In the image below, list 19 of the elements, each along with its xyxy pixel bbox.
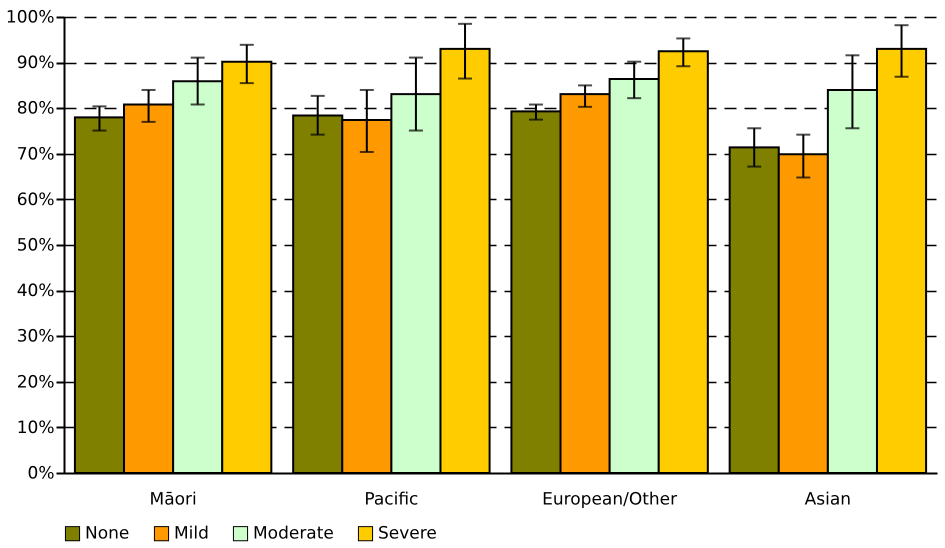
y-tick-label: 0% bbox=[28, 464, 54, 484]
y-tick-label: 70% bbox=[16, 144, 54, 164]
legend-label: Severe bbox=[378, 524, 437, 544]
y-tick-label: 50% bbox=[16, 236, 54, 256]
legend-label: None bbox=[85, 524, 130, 544]
y-tick-label: 90% bbox=[16, 53, 54, 74]
legend-label: Mild bbox=[174, 524, 209, 544]
y-tick-label: 30% bbox=[16, 326, 54, 347]
x-tick-label: European/Other bbox=[542, 490, 678, 510]
y-tick-label: 100% bbox=[6, 8, 54, 28]
legend-label: Moderate bbox=[253, 524, 334, 544]
y-tick-label: 10% bbox=[16, 418, 54, 438]
y-tick-label: 80% bbox=[16, 98, 54, 119]
x-tick-label: Asian bbox=[804, 490, 852, 510]
x-tick-label: Māori bbox=[150, 490, 197, 510]
y-tick-label: 40% bbox=[16, 281, 54, 302]
y-tick-label: 60% bbox=[16, 190, 54, 210]
y-tick-label: 20% bbox=[16, 372, 54, 392]
x-tick-label: Pacific bbox=[364, 490, 418, 510]
